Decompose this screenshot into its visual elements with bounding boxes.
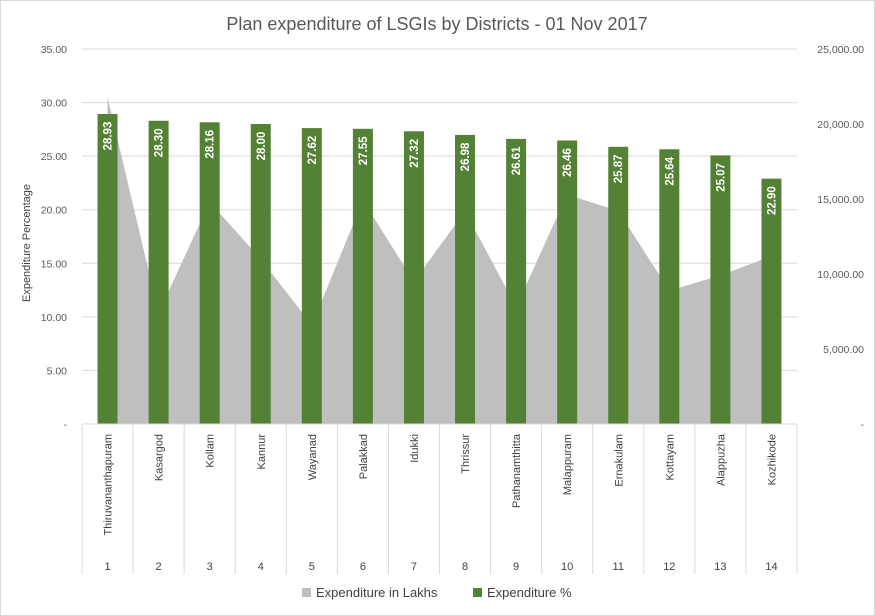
bar-data-label: 26.46 bbox=[562, 148, 574, 177]
bar-thrissur bbox=[455, 134, 476, 424]
category-axis: Thiruvananthapuram 1 Kasargod 2 Kollam 3 Kannu… bbox=[81, 423, 798, 574]
y-tick-label: 5.00 bbox=[47, 365, 68, 377]
x-index-label: 14 bbox=[765, 561, 777, 573]
chart-title: Plan expenditure of LSGIs by Districts -… bbox=[226, 14, 647, 34]
bar-kollam bbox=[199, 122, 220, 425]
area-expenditure-lakhs bbox=[107, 97, 772, 424]
bar-data-label: 28.00 bbox=[256, 132, 268, 161]
x-index-label: 2 bbox=[156, 561, 162, 573]
x-index-label: 1 bbox=[104, 561, 110, 573]
legend-label-expenditure-lakhs: Expenditure in Lakhs bbox=[316, 585, 438, 600]
bar-data-label: 25.64 bbox=[664, 156, 676, 185]
y-axis-title: Expenditure Percentage bbox=[21, 184, 33, 302]
y-tick-label: 20.00 bbox=[41, 205, 67, 217]
y2-tick-label: - bbox=[861, 419, 865, 431]
bar-idukki bbox=[403, 131, 424, 425]
x-category-label: Pathanamthitta bbox=[511, 433, 523, 508]
x-category-label: Palakkad bbox=[358, 434, 370, 479]
y2-tick-label: 20,000.00 bbox=[817, 119, 864, 131]
y2-tick-label: 15,000.00 bbox=[817, 194, 864, 206]
x-index-label: 5 bbox=[309, 561, 315, 573]
y-tick-label: 10.00 bbox=[41, 312, 67, 324]
bar-pathanamthitta bbox=[506, 138, 527, 424]
bar-wayanad bbox=[301, 128, 322, 425]
bar-data-label: 27.62 bbox=[307, 136, 319, 165]
x-index-label: 7 bbox=[411, 561, 417, 573]
x-index-label: 8 bbox=[462, 561, 468, 573]
bar-series-expenditure-percent bbox=[97, 114, 782, 425]
x-index-label: 4 bbox=[258, 561, 264, 573]
x-index-label: 11 bbox=[613, 561, 624, 573]
x-category-label: Alappuzha bbox=[715, 433, 727, 486]
bar-data-label: 26.98 bbox=[460, 142, 472, 171]
legend-label-expenditure-percent: Expenditure % bbox=[487, 585, 572, 600]
bar-alappuzha bbox=[710, 155, 731, 424]
legend-swatch-expenditure-lakhs bbox=[302, 588, 311, 597]
y-tick-label: 35.00 bbox=[41, 44, 67, 56]
bar-kannur bbox=[250, 124, 271, 424]
x-index-label: 6 bbox=[360, 561, 366, 573]
y-tick-label: - bbox=[64, 419, 68, 431]
secondary-y-axis: - 5,000.00 10,000.00 15,000.00 20,000.00 25,0… bbox=[817, 44, 864, 431]
bar-kozhikode bbox=[761, 178, 782, 424]
x-index-label: 12 bbox=[663, 561, 675, 573]
y2-tick-label: 5,000.00 bbox=[823, 344, 864, 356]
x-index-label: 9 bbox=[513, 561, 519, 573]
bar-palakkad bbox=[352, 128, 373, 425]
bar-data-label: 28.30 bbox=[154, 128, 166, 157]
y2-tick-label: 25,000.00 bbox=[817, 44, 864, 56]
x-category-label: Thiruvananthapuram bbox=[103, 434, 115, 536]
area-series-expenditure-lakhs bbox=[107, 97, 772, 424]
bar-data-labels: 28.93 28.30 28.16 28.00 27.62 27.55 27.32 26.98… bbox=[103, 122, 779, 215]
y-tick-label: 15.00 bbox=[41, 258, 67, 270]
x-category-label: Thrissur bbox=[460, 434, 472, 474]
bar-data-label: 25.07 bbox=[715, 163, 727, 192]
bar-data-label: 28.16 bbox=[205, 130, 217, 159]
bar-data-label: 28.93 bbox=[103, 122, 115, 151]
x-category-label: Kollam bbox=[205, 434, 217, 468]
bar-malappuram bbox=[557, 140, 578, 424]
x-category-label: Kozhikode bbox=[766, 434, 778, 485]
x-category-label: Wayanad bbox=[307, 434, 319, 480]
x-category-label: Kannur bbox=[256, 434, 268, 470]
y-tick-label: 25.00 bbox=[41, 151, 67, 163]
bar-data-label: 27.55 bbox=[358, 136, 370, 165]
bar-data-label: 22.90 bbox=[766, 186, 778, 215]
x-category-label: Malappuram bbox=[562, 434, 574, 495]
x-category-label: Kasargod bbox=[154, 434, 166, 481]
bar-thiruvananthapuram bbox=[97, 114, 118, 425]
bar-data-label: 27.32 bbox=[409, 139, 421, 168]
legend-swatch-expenditure-percent bbox=[473, 588, 482, 597]
x-category-label: Kottayam bbox=[664, 434, 676, 480]
y-tick-label: 30.00 bbox=[41, 98, 67, 110]
primary-y-axis: - 5.00 10.00 15.00 20.00 25.00 30.00 35.00 bbox=[41, 44, 68, 431]
bar-kottayam bbox=[659, 149, 680, 425]
x-index-label: 13 bbox=[714, 561, 726, 573]
x-index-label: 3 bbox=[207, 561, 213, 573]
x-category-label: Ernakulam bbox=[613, 434, 625, 487]
bar-ernakulam bbox=[608, 146, 629, 425]
legend: Expenditure in Lakhs Expenditure % bbox=[302, 585, 572, 600]
y2-tick-label: 10,000.00 bbox=[817, 269, 864, 281]
x-category-label: Idukki bbox=[409, 434, 421, 463]
x-index-label: 10 bbox=[561, 561, 573, 573]
bar-data-label: 25.87 bbox=[613, 154, 625, 183]
bar-kasargod bbox=[148, 120, 169, 425]
bar-data-label: 26.61 bbox=[511, 146, 523, 175]
